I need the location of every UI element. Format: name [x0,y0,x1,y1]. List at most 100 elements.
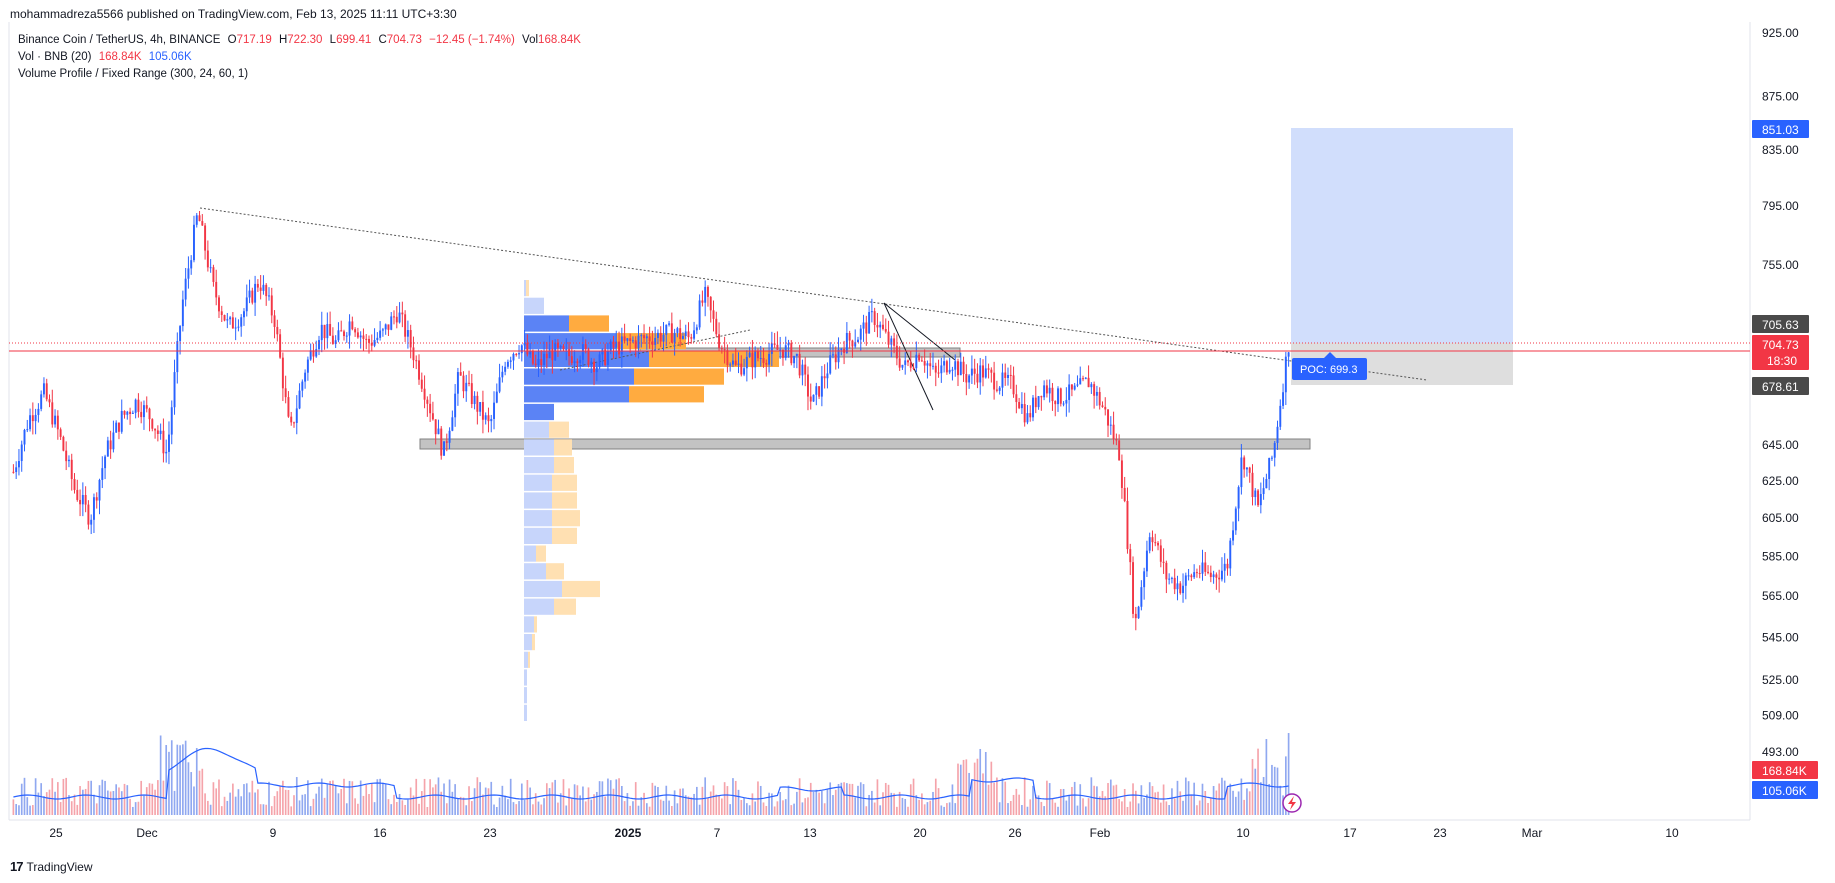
lightning-icon[interactable] [1282,793,1302,813]
volume-bar [687,796,690,815]
candle [104,454,107,480]
price-tag-stop[interactable]: 678.61 [1752,377,1809,395]
candle [806,366,809,411]
volume-bar [684,795,687,815]
candle [962,356,965,382]
candle [209,259,212,273]
candle [293,421,295,428]
candle [1190,573,1193,581]
vp-up [524,527,552,544]
candle [487,407,490,433]
candle [270,287,273,324]
volume-bar [1259,782,1262,815]
candle [226,312,229,329]
candle [1248,466,1251,483]
candle [351,316,354,331]
candle [795,353,798,369]
candle [965,364,968,396]
legend-symbol-row[interactable]: Binance Coin / TetherUS, 4h, BINANCE O71… [18,34,585,46]
time-tick-14: Mar [1522,826,1543,840]
candle [1057,386,1059,412]
candle [1195,568,1198,578]
volume-bar [107,790,109,815]
price-tag-high[interactable]: 705.63 [1752,315,1809,333]
vp-up [524,368,634,385]
volume-bar [173,790,176,815]
candle [1204,551,1207,576]
candle [70,453,73,491]
time-tick-2: 9 [270,826,277,840]
candle [1073,382,1076,391]
volume-bar [1262,777,1265,815]
candle [937,359,940,378]
volume-bar [893,793,895,815]
volume-bar [532,804,534,815]
volume-bar [334,785,337,815]
candle [159,423,162,440]
legend-volume-row[interactable]: Vol · BNB (20) 168.84K 105.06K [18,51,196,63]
price-tag-target[interactable]: 851.03 [1752,120,1809,138]
volume-bar [1026,806,1029,815]
volume-bar [1126,806,1129,815]
candle [76,479,79,502]
candle [687,322,690,345]
price-tag-vol2-text: 105.06K [1762,784,1807,798]
legend-vp-row[interactable]: Volume Profile / Fixed Range (300, 24, 6… [18,68,252,80]
candle [990,367,993,383]
legend-symbol[interactable]: Binance Coin / TetherUS, 4h, BINANCE [18,34,221,46]
volume-bar [229,792,231,815]
footer-brand[interactable]: 17 TradingView [10,859,93,874]
volume-bar [559,793,562,815]
candle [1048,379,1051,403]
vp-up [524,403,554,421]
volume-bar [937,788,940,815]
vp-up [524,350,649,367]
vp-up [524,474,552,491]
candle [573,350,576,373]
price-tag-vol1[interactable]: 168.84K [1752,761,1818,779]
volume-bar [751,793,754,815]
volume-bar [645,803,648,815]
candle [1009,364,1012,389]
flag-line-lower[interactable] [883,302,934,411]
candle [898,346,901,371]
volume-bar [887,784,890,815]
candle [468,370,470,387]
candle [737,352,740,374]
candle [384,323,387,335]
price-tag-stop-text: 678.61 [1762,380,1799,394]
price-tag-last[interactable]: 704.73 18:30 [1752,335,1809,370]
legend-vol-indicator[interactable]: Vol · BNB (20) [18,51,92,63]
candle [140,401,143,424]
support-zone[interactable] [419,438,1311,450]
volume-bar [648,806,651,815]
target-zone[interactable] [1291,128,1513,343]
time-axis[interactable]: 25 Dec 9 16 23 2025 7 13 20 26 Feb 10 17 23 Mar 10 [49,826,1679,840]
volume-bar [1109,779,1112,815]
candle [445,433,448,452]
candle [540,350,543,373]
candle [1257,489,1260,507]
candle [345,332,348,343]
volume-profile [524,280,779,721]
candle [651,330,654,358]
volume-bar [1265,739,1268,815]
poc-label[interactable]: POC: 699.3 [1292,352,1367,380]
price-tag-vol2[interactable]: 105.06K [1752,781,1818,799]
legend-open: O717.19 [227,34,272,46]
candle [498,363,501,394]
volume-bar [170,740,173,815]
volume-bar [1115,784,1118,815]
candle [1065,387,1068,417]
volume-bar [604,796,606,815]
volume-bar [573,784,576,815]
legend-volume-profile[interactable]: Volume Profile / Fixed Range (300, 24, 6… [18,68,249,80]
volume-bar [29,805,31,815]
vp-up [524,280,526,297]
candle [593,358,596,386]
candle [912,363,915,371]
volume-bar [948,802,951,815]
volume-bar [140,780,143,815]
candle [229,315,232,325]
